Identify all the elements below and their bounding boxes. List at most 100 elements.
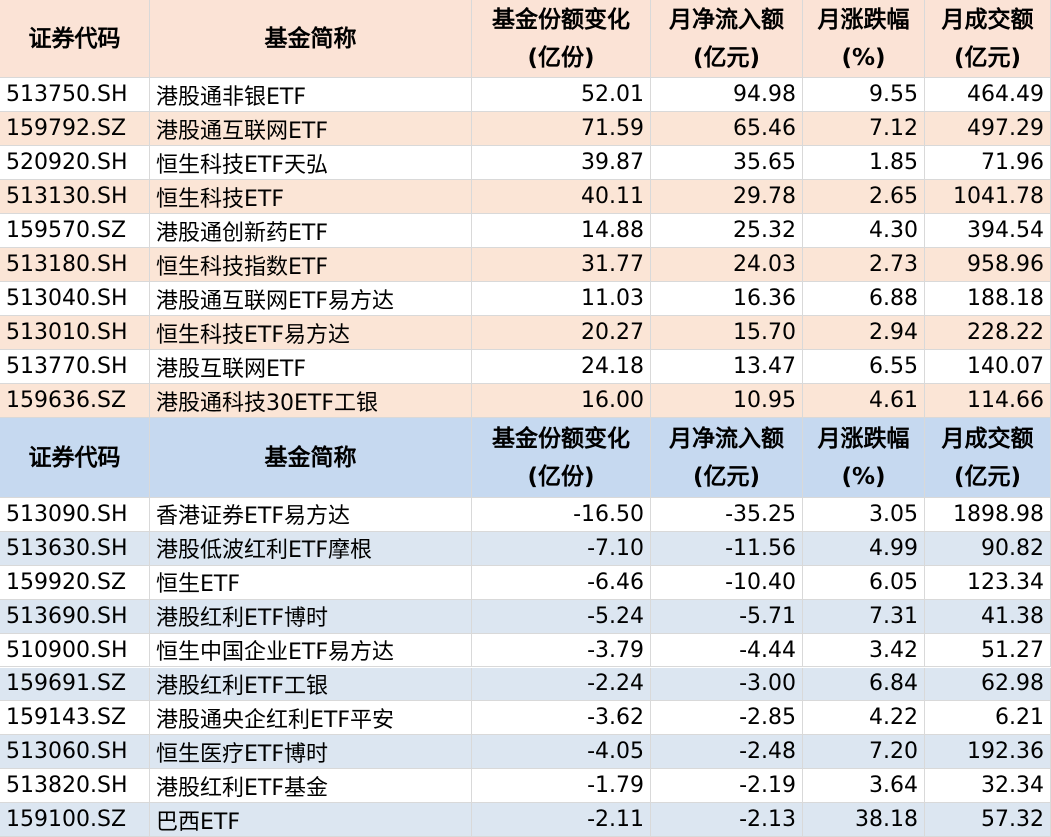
table-cell: 51.27 [925,633,1051,668]
table-cell: 159792.SZ [0,112,150,146]
table-cell: 2.65 [803,180,925,214]
header-cell: 证券代码 [0,0,150,78]
table-cell: 40.11 [472,180,651,214]
table-cell: -11.56 [651,531,803,566]
table-cell: 3.05 [803,498,925,532]
table-cell: 恒生医疗ETF博时 [150,735,472,770]
header-text: 月成交额 [941,425,1034,452]
table-cell: -4.05 [472,735,651,770]
header-text: 月涨跌幅 [817,6,910,33]
table-cell: 16.00 [472,384,651,418]
table-cell: 192.36 [925,735,1051,770]
table-cell: 16.36 [651,282,803,316]
header-cell: 基金份额变化 (亿份) [472,418,651,498]
table-cell: 港股低波红利ETF摩根 [150,531,472,566]
header-text: 证券代码 [28,444,121,471]
table-cell: 恒生科技指数ETF [150,248,472,282]
header-text: 证券代码 [28,25,121,52]
table-cell: 57.32 [925,803,1051,837]
table-cell: 7.12 [803,112,925,146]
table-cell: 39.87 [472,146,651,180]
header-text: (亿元) [953,44,1022,71]
table-cell: 394.54 [925,214,1051,248]
table-cell: 159636.SZ [0,384,150,418]
table-cell: -3.00 [651,667,803,702]
table-cell: -5.71 [651,599,803,634]
header-text: 月净流入额 [669,6,784,33]
table-cell: 513130.SH [0,180,150,214]
table-cell: 15.70 [651,316,803,350]
table-cell: 510900.SH [0,633,150,668]
table-cell: 25.32 [651,214,803,248]
table-cell: 520920.SH [0,146,150,180]
header-text: (亿份) [527,44,595,71]
table-cell: 159100.SZ [0,803,150,837]
table-cell: 港股通互联网ETF易方达 [150,282,472,316]
table-cell: 159691.SZ [0,667,150,702]
table-cell: 2.94 [803,316,925,350]
table-cell: 13.47 [651,350,803,384]
header-text: (亿元) [692,463,761,490]
table-cell: 24.18 [472,350,651,384]
header-text: (亿元) [953,463,1022,490]
table-cell: 4.61 [803,384,925,418]
table-cell: 38.18 [803,803,925,837]
table-cell: 7.20 [803,735,925,770]
table-cell: -2.85 [651,701,803,736]
header-cell: 月净流入额 (亿元) [651,0,803,78]
table-cell: 123.34 [925,565,1051,600]
table-cell: 港股红利ETF工银 [150,667,472,702]
table-cell: 31.77 [472,248,651,282]
table-cell: 巴西ETF [150,803,472,837]
table-cell: 52.01 [472,78,651,112]
table-cell: 159920.SZ [0,565,150,600]
table-cell: -35.25 [651,498,803,532]
table-cell: 62.98 [925,667,1051,702]
table-cell: 94.98 [651,78,803,112]
table-cell: 恒生ETF [150,565,472,600]
header-text: 基金份额变化 [492,425,630,452]
table-cell: 港股通央企红利ETF平安 [150,701,472,736]
header-text: (亿份) [527,463,595,490]
table-cell: 6.21 [925,701,1051,736]
table-cell: 159143.SZ [0,701,150,736]
table-cell: 90.82 [925,531,1051,566]
table-cell: 恒生科技ETF易方达 [150,316,472,350]
table-cell: 港股通科技30ETF工银 [150,384,472,418]
table-cell: 188.18 [925,282,1051,316]
table-cell: 2.73 [803,248,925,282]
header-cell: 月成交额 (亿元) [925,418,1051,498]
table-cell: 497.29 [925,112,1051,146]
table-cell: 6.84 [803,667,925,702]
table-cell: -6.46 [472,565,651,600]
table-cell: 6.88 [803,282,925,316]
table-cell: -2.48 [651,735,803,770]
table-cell: 港股通互联网ETF [150,112,472,146]
table-cell: -2.13 [651,803,803,837]
table-cell: 港股通非银ETF [150,78,472,112]
table-cell: -5.24 [472,599,651,634]
table-cell: 20.27 [472,316,651,350]
header-text: 月净流入额 [669,425,784,452]
table-cell: 71.59 [472,112,651,146]
table-cell: 港股互联网ETF [150,350,472,384]
table-cell: -16.50 [472,498,651,532]
table-cell: 41.38 [925,599,1051,634]
header-text: (亿元) [692,44,761,71]
table-cell: 228.22 [925,316,1051,350]
table-cell: -10.40 [651,565,803,600]
table-cell: -4.44 [651,633,803,668]
table-cell: 3.64 [803,769,925,804]
table-cell: 513060.SH [0,735,150,770]
header-cell: 证券代码 [0,418,150,498]
table-cell: 29.78 [651,180,803,214]
table-cell: 港股通创新药ETF [150,214,472,248]
header-text: (%) [841,463,886,490]
table-cell: 65.46 [651,112,803,146]
header-text: 基金份额变化 [492,6,630,33]
table-cell: 7.31 [803,599,925,634]
header-cell: 月涨跌幅 (%) [803,418,925,498]
table-cell: 159570.SZ [0,214,150,248]
header-text: 月涨跌幅 [817,425,910,452]
